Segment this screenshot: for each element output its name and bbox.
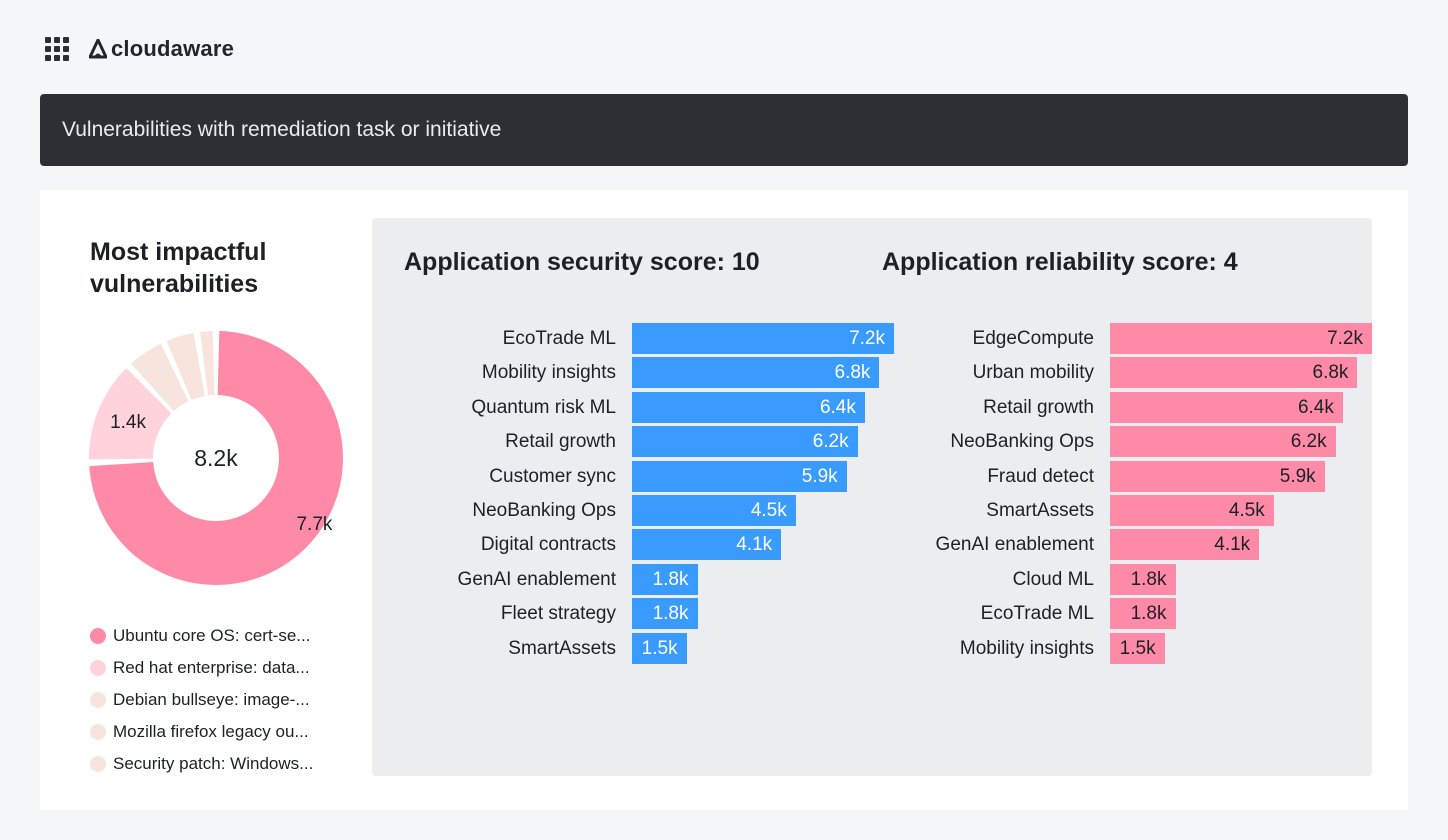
bar-value-label: 4.1k — [1214, 534, 1251, 556]
legend-item[interactable]: Security patch: Windows... — [90, 748, 313, 780]
bar-category-label: Cloud ML — [1012, 568, 1094, 590]
bar-category-label: EcoTrade ML — [502, 328, 616, 349]
bar-category-label: Mobility insights — [959, 637, 1094, 659]
bar-value-label: 1.5k — [641, 637, 678, 659]
bar[interactable]: 1.8k — [632, 563, 698, 595]
bar-category-label: Retail growth — [983, 396, 1094, 418]
bar-category-label: Fleet strategy — [500, 603, 616, 625]
bar-category-label: Digital contracts — [480, 534, 616, 556]
vulnerabilities-donut-chart: 7.7k 1.4k 8.2k — [89, 331, 343, 585]
donut-slice[interactable] — [89, 331, 343, 585]
bar-category-label: EdgeCompute — [972, 328, 1094, 349]
donut-center-total: 8.2k — [194, 445, 238, 471]
donut-slice[interactable] — [200, 331, 215, 396]
legend-item[interactable]: Red hat enterprise: data... — [90, 652, 313, 684]
bar-category-label: Fraud detect — [987, 465, 1094, 487]
cloudaware-logo[interactable]: cloudaware — [89, 36, 234, 62]
bar[interactable]: 4.5k — [632, 495, 796, 526]
legend-dot-icon — [90, 628, 106, 644]
bar-category-label: NeoBanking Ops — [950, 431, 1094, 453]
bar-value-label: 6.2k — [812, 431, 849, 453]
cloudaware-logo-icon — [89, 39, 107, 59]
donut-slice[interactable] — [166, 333, 205, 400]
bar[interactable]: 6.2k — [1110, 426, 1336, 458]
bar-category-label: Mobility insights — [481, 362, 616, 384]
bar[interactable]: 1.8k — [632, 598, 698, 630]
bar[interactable]: 6.4k — [1110, 391, 1343, 423]
bar[interactable]: 4.1k — [1110, 529, 1260, 561]
app-grid-icon[interactable] — [45, 37, 69, 61]
donut-title: Most impactful vulnerabilities — [90, 238, 267, 298]
bar-category-label: GenAI enablement — [457, 568, 616, 590]
legend-label: Ubuntu core OS: cert-se... — [113, 626, 311, 645]
legend-dot-icon — [90, 724, 106, 740]
bar[interactable]: 4.5k — [1110, 495, 1274, 526]
bar-value-label: 6.4k — [819, 396, 856, 418]
donut-slice-label: 7.7k — [296, 514, 332, 535]
bar-category-label: EcoTrade ML — [980, 603, 1094, 625]
bar[interactable]: 7.2k — [632, 323, 894, 354]
section-banner: Vulnerabilities with remediation task or… — [40, 94, 1408, 166]
bar-value-label: 5.9k — [801, 465, 838, 487]
bar-value-label: 6.8k — [1312, 362, 1349, 384]
legend-dot-icon — [90, 756, 106, 772]
bar-value-label: 1.8k — [652, 603, 689, 625]
bar-value-label: 4.5k — [1228, 500, 1265, 521]
donut-slice-label: 1.4k — [110, 412, 146, 433]
bar[interactable]: 1.8k — [1110, 563, 1176, 595]
bar[interactable]: 6.2k — [632, 426, 858, 458]
bar-value-label: 1.8k — [1130, 603, 1167, 625]
top-bar: cloudaware — [45, 30, 234, 68]
bar[interactable]: 6.8k — [632, 357, 880, 389]
legend-label: Red hat enterprise: data... — [113, 658, 310, 677]
bar[interactable]: 7.2k — [1110, 323, 1372, 354]
bar-value-label: 7.2k — [1327, 328, 1363, 349]
legend-item[interactable]: Debian bullseye: image-... — [90, 684, 313, 716]
bar-value-label: 6.8k — [834, 362, 871, 384]
legend-label: Mozilla firefox legacy ou... — [113, 722, 309, 741]
bar-category-label: Quantum risk ML — [471, 396, 616, 418]
bar[interactable]: 5.9k — [632, 460, 847, 492]
reliability-score-title: Application reliability score: 4 — [882, 248, 1238, 276]
bar-category-label: SmartAssets — [508, 637, 616, 659]
bar[interactable]: 4.1k — [632, 529, 782, 561]
donut-legend: Ubuntu core OS: cert-se... Red hat enterp… — [90, 620, 313, 780]
bar-value-label: 4.1k — [736, 534, 773, 556]
bar[interactable]: 5.9k — [1110, 460, 1325, 492]
bar[interactable]: 6.8k — [1110, 357, 1358, 389]
banner-title: Vulnerabilities with remediation task or… — [62, 118, 502, 141]
legend-item[interactable]: Mozilla firefox legacy ou... — [90, 716, 313, 748]
bar-value-label: 1.8k — [1130, 568, 1167, 590]
bar[interactable]: 6.4k — [632, 391, 865, 423]
bar-category-label: Retail growth — [505, 431, 616, 453]
app-name: cloudaware — [111, 36, 235, 61]
dashboard-card: Most impactful vulnerabilities 7.7k 1.4k 8… — [40, 190, 1408, 810]
bar-category-label: NeoBanking Ops — [472, 500, 616, 521]
bar-category-label: SmartAssets — [986, 500, 1094, 521]
security-score-title: Application security score: 10 — [404, 248, 760, 276]
donut-slice[interactable] — [89, 368, 172, 460]
legend-label: Debian bullseye: image-... — [113, 690, 310, 709]
bar[interactable]: 1.5k — [632, 632, 687, 664]
legend-label: Security patch: Windows... — [113, 754, 314, 773]
bar-value-label: 6.2k — [1290, 431, 1327, 453]
bar-category-label: Urban mobility — [972, 362, 1094, 384]
legend-item[interactable]: Ubuntu core OS: cert-se... — [90, 620, 313, 652]
bar-value-label: 4.5k — [750, 500, 787, 521]
bar-value-label: 6.4k — [1297, 396, 1334, 418]
bar-value-label: 5.9k — [1279, 465, 1316, 487]
bar-value-label: 1.5k — [1119, 637, 1156, 659]
bar-value-label: 7.2k — [849, 328, 885, 349]
scores-panel: Application security score: 10 Applicati… — [372, 218, 1372, 776]
donut-slice[interactable] — [131, 343, 189, 412]
bar-category-label: GenAI enablement — [935, 534, 1094, 556]
bar[interactable]: 1.8k — [1110, 598, 1176, 630]
legend-dot-icon — [90, 660, 106, 676]
bar-category-label: Customer sync — [489, 465, 616, 487]
bar-value-label: 1.8k — [652, 568, 689, 590]
bar[interactable]: 1.5k — [1110, 632, 1165, 664]
legend-dot-icon — [90, 692, 106, 708]
